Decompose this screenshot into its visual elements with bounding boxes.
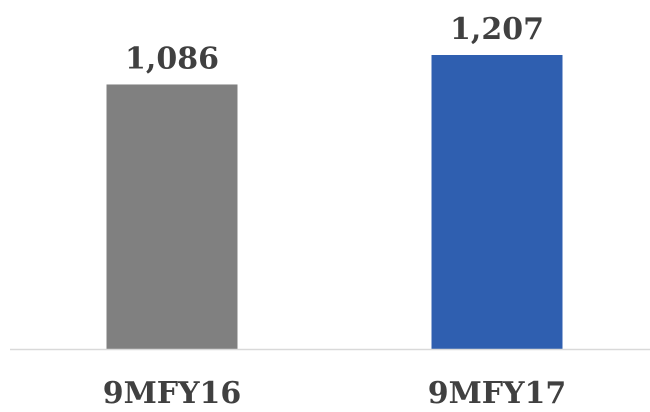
bar-9mfy17 xyxy=(431,55,563,349)
x-tick-label-9mfy16: 9MFY16 xyxy=(103,376,242,411)
data-label-9mfy16: 1,086 xyxy=(125,41,219,76)
bars-layer xyxy=(106,55,563,349)
labels-layer: 1,086 9MFY16 1,207 9MFY17 xyxy=(103,12,567,411)
data-label-9mfy17: 1,207 xyxy=(450,12,544,47)
bar-9mfy16 xyxy=(106,84,238,349)
x-tick-label-9mfy17: 9MFY17 xyxy=(428,376,567,411)
